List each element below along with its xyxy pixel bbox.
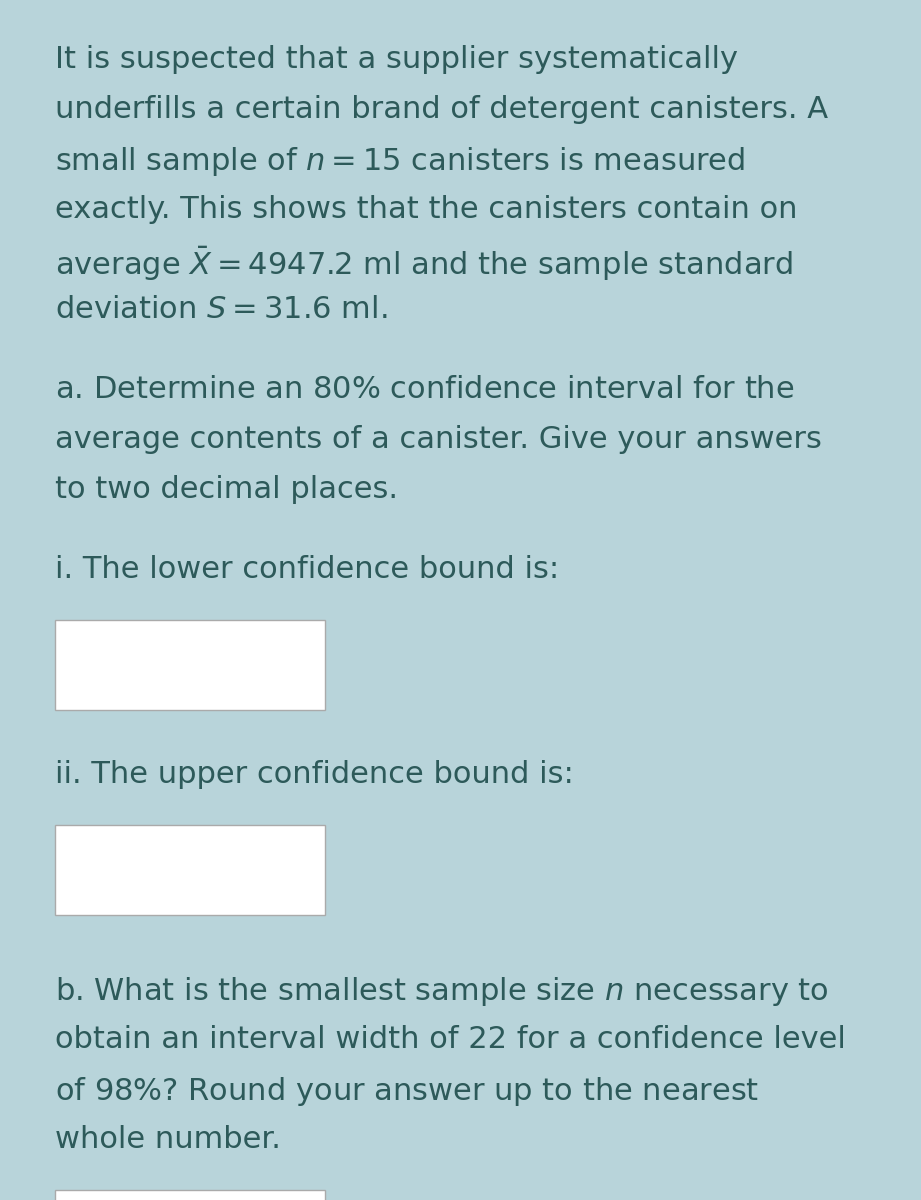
Text: of $98\%$? Round your answer up to the nearest: of $98\%$? Round your answer up to the n… <box>55 1075 759 1108</box>
Text: i. The lower confidence bound is:: i. The lower confidence bound is: <box>55 554 559 584</box>
Text: small sample of $n = 15$ canisters is measured: small sample of $n = 15$ canisters is me… <box>55 145 745 178</box>
Bar <box>55 620 325 710</box>
Text: to two decimal places.: to two decimal places. <box>55 475 398 504</box>
Text: ii. The upper confidence bound is:: ii. The upper confidence bound is: <box>55 760 574 790</box>
Text: b. What is the smallest sample size $n$ necessary to: b. What is the smallest sample size $n$ … <box>55 974 829 1008</box>
Text: underfills a certain brand of detergent canisters. A: underfills a certain brand of detergent … <box>55 95 828 124</box>
Text: whole number.: whole number. <box>55 1126 281 1154</box>
Bar <box>55 1190 325 1200</box>
Text: exactly. This shows that the canisters contain on: exactly. This shows that the canisters c… <box>55 194 798 224</box>
Text: average $\bar{X} = 4947.2$ ml and the sample standard: average $\bar{X} = 4947.2$ ml and the sa… <box>55 245 793 283</box>
Text: It is suspected that a supplier systematically: It is suspected that a supplier systemat… <box>55 44 738 74</box>
Text: a. Determine an $80\%$ confidence interval for the: a. Determine an $80\%$ confidence interv… <box>55 374 795 404</box>
Bar <box>55 826 325 914</box>
Text: average contents of a canister. Give your answers: average contents of a canister. Give you… <box>55 425 822 454</box>
Text: obtain an interval width of 22 for a confidence level: obtain an interval width of 22 for a con… <box>55 1025 845 1054</box>
Text: deviation $S = 31.6$ ml.: deviation $S = 31.6$ ml. <box>55 295 388 324</box>
